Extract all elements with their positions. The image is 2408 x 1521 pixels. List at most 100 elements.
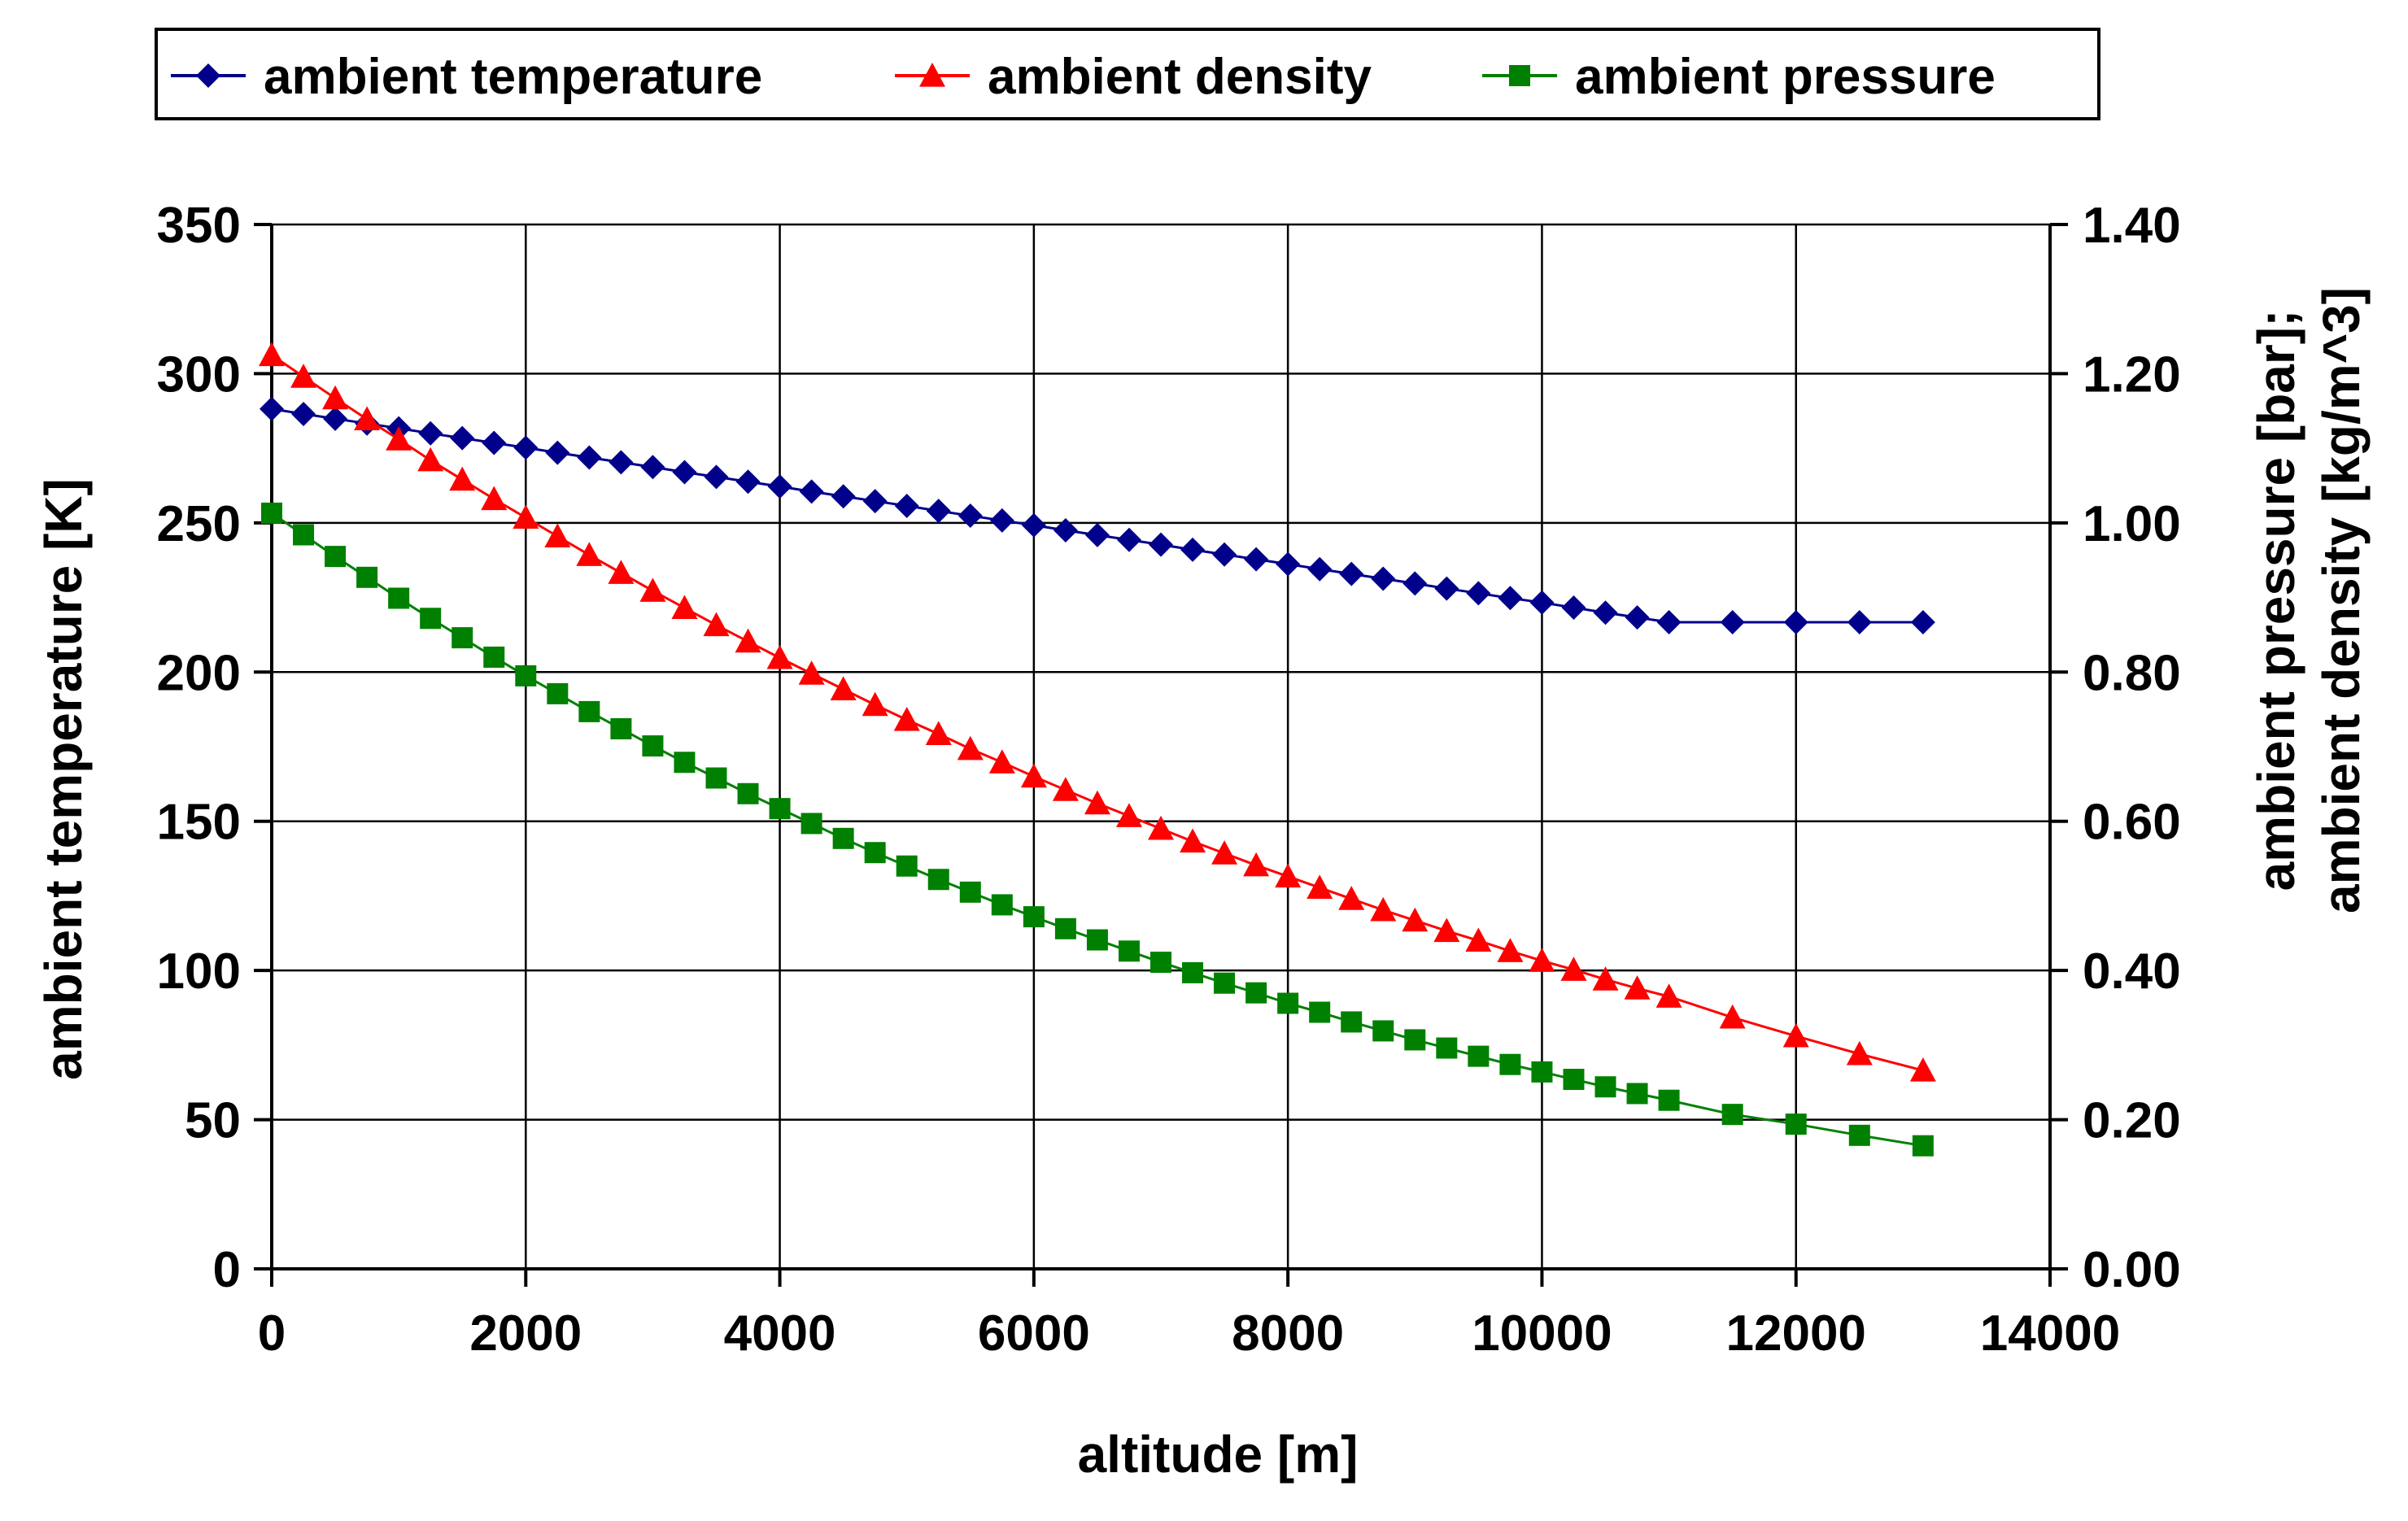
ambient-density-point <box>1909 1057 1936 1082</box>
ambient-pressure-point <box>959 881 981 903</box>
ambient-temperature-point <box>1371 566 1396 591</box>
left-y-axis-title: ambient temperature [K] <box>34 478 93 1080</box>
ambient-density-point <box>1402 907 1429 932</box>
legend-box <box>155 28 2100 120</box>
x-axis-title: altitude [m] <box>1078 1425 1359 1484</box>
ambient-density-point <box>1307 874 1333 899</box>
ambient-temperature-point <box>1149 532 1173 557</box>
x-tick-label: 2000 <box>469 1305 582 1362</box>
grid-layer <box>272 223 2052 1269</box>
ambient-density-point <box>608 560 635 584</box>
left-y-tick-label: 150 <box>157 795 241 851</box>
ambient-temperature-point <box>1180 537 1206 562</box>
ambient-pressure-point <box>1658 1089 1680 1111</box>
ambient-pressure-point <box>1150 952 1171 974</box>
ambient-pressure-point <box>388 587 410 609</box>
left-y-tick-label: 200 <box>157 645 241 701</box>
ambient-pressure-point <box>642 735 664 757</box>
ambient-temperature-point <box>1625 605 1650 630</box>
ambient-density-point <box>481 486 508 511</box>
ambient-density-point <box>766 644 793 669</box>
ambient-pressure-point <box>1912 1135 1934 1157</box>
legend-item-ambient-pressure: ambient pressure <box>1482 49 1996 105</box>
ambient-temperature-point <box>1529 590 1555 615</box>
ambient-pressure-point <box>737 782 759 804</box>
ambient-pressure-point <box>515 665 537 686</box>
legend-item-ambient-density: ambient density <box>895 49 1372 105</box>
ambient-pressure-point <box>800 813 822 835</box>
ambient-pressure-point <box>578 700 600 722</box>
legend-marker <box>196 63 220 88</box>
legend-label: ambient temperature <box>264 49 762 105</box>
ambient-temperature-point <box>577 445 602 470</box>
series-ambient-temperature <box>260 396 1935 635</box>
ambient-density-point <box>513 504 539 530</box>
ambient-pressure-point <box>610 717 632 739</box>
x-tick-label: 14000 <box>1980 1305 2120 1362</box>
ambient-temperature-line <box>271 407 1923 624</box>
ambient-temperature-point <box>672 460 697 485</box>
legend-item-ambient-temperature: ambient temperature <box>171 49 762 105</box>
ambient-density-point <box>1560 957 1587 981</box>
ambient-density-line <box>271 354 1924 1072</box>
ambient-pressure-point <box>452 627 473 649</box>
ambient-density-point <box>1243 852 1270 877</box>
series-ambient-pressure <box>261 502 1934 1157</box>
ambient-density-point <box>1465 927 1492 952</box>
ambient-temperature-point <box>1053 518 1078 543</box>
ambient-temperature-point <box>704 464 729 490</box>
ambient-density-point <box>1846 1040 1873 1066</box>
ambient-temperature-point <box>1307 556 1333 582</box>
ambient-density-point <box>735 628 761 653</box>
ambient-density-point <box>1084 790 1110 815</box>
ambient-temperature-point <box>1402 571 1428 596</box>
ambient-pressure-point <box>1182 961 1204 983</box>
ambient-pressure-point <box>1626 1083 1648 1105</box>
left-y-tick-label: 350 <box>157 198 241 254</box>
ambient-density-point <box>290 364 317 388</box>
ambient-pressure-point <box>1785 1114 1807 1135</box>
ambient-temperature-point <box>1021 512 1046 538</box>
ambient-pressure-point <box>1023 906 1045 928</box>
x-tick-label: 6000 <box>978 1305 1090 1362</box>
ambient-pressure-point <box>674 752 696 774</box>
ambient-temperature-point <box>545 440 570 465</box>
ambient-density-point <box>798 660 825 685</box>
right-y-tick-label: 0.80 <box>2083 645 2181 701</box>
ambient-pressure-point <box>769 798 791 820</box>
ambient-pressure-point <box>864 842 886 864</box>
left-y-tick-label: 0 <box>213 1242 241 1298</box>
ambient-density-point <box>1370 896 1397 922</box>
ambient-density-point <box>354 406 381 430</box>
series-ambient-density <box>259 342 1936 1082</box>
legend-marker <box>919 63 945 87</box>
ambient-pressure-point <box>991 894 1013 916</box>
left-y-tick-label: 100 <box>157 944 241 1000</box>
ambient-temperature-point <box>1593 600 1618 625</box>
ambient-pressure-point <box>547 682 569 704</box>
ambient-temperature-point <box>799 479 824 504</box>
legend-label: ambient density <box>988 49 1372 105</box>
ambient-pressure-point <box>420 608 442 630</box>
ambient-pressure-point <box>1309 1001 1331 1023</box>
ambient-pressure-point <box>1118 940 1140 962</box>
right-y-tick-label: 1.20 <box>2083 346 2181 403</box>
ambient-pressure-point <box>1086 929 1108 951</box>
ambient-temperature-point <box>482 430 507 455</box>
ambient-temperature-point <box>1212 542 1237 567</box>
ambient-temperature-point <box>1498 586 1523 611</box>
ambient-density-point <box>386 426 412 451</box>
legend-label: ambient pressure <box>1575 49 1996 105</box>
right-y-axis-title-line: ambient pressure [bar]; <box>2247 310 2305 891</box>
ambient-pressure-point <box>1404 1029 1426 1051</box>
ambient-temperature-point <box>926 499 951 524</box>
ambient-density-point <box>1052 777 1079 801</box>
ambient-density-point <box>1115 803 1142 827</box>
ambient-density-point <box>417 447 444 472</box>
ambient-temperature-point <box>513 435 539 460</box>
ambient-density-point <box>259 342 285 367</box>
ambient-temperature-point <box>1434 576 1459 601</box>
ambient-temperature-point <box>323 406 348 431</box>
ambient-density-point <box>1719 1004 1746 1029</box>
ambient-temperature-point <box>831 484 856 509</box>
